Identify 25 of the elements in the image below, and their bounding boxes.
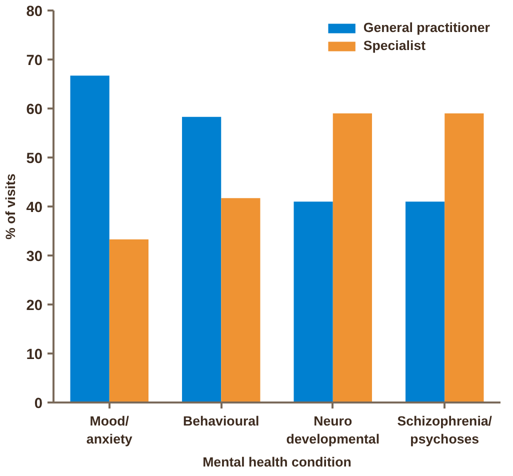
bar bbox=[444, 113, 484, 402]
y-tick-label: 10 bbox=[26, 347, 43, 363]
bar bbox=[332, 113, 372, 402]
bar bbox=[109, 239, 148, 402]
bar bbox=[70, 76, 110, 402]
x-axis-title: Mental health condition bbox=[202, 454, 352, 470]
y-tick-label: 20 bbox=[26, 298, 43, 314]
x-tick-label: Schizophrenia/ psychoses bbox=[397, 414, 492, 446]
y-tick-label: 40 bbox=[26, 200, 43, 216]
bar bbox=[182, 116, 222, 402]
legend-label: General practitioner bbox=[363, 20, 490, 35]
y-axis-title: % of visits bbox=[3, 174, 18, 240]
y-tick-label: 50 bbox=[26, 151, 43, 167]
legend-label: Specialist bbox=[363, 38, 426, 53]
y-tick-label: 70 bbox=[26, 53, 43, 69]
x-tick-label: Mood/ anxiety bbox=[86, 414, 133, 446]
bar bbox=[294, 202, 333, 402]
bar bbox=[406, 202, 445, 402]
y-tick-label: 60 bbox=[26, 102, 43, 118]
x-tick-label: Behavioural bbox=[182, 414, 260, 428]
y-tick-label: 0 bbox=[34, 396, 43, 412]
bar bbox=[221, 198, 260, 402]
x-tick-label: Neuro developmental bbox=[286, 414, 380, 446]
y-tick-label: 80 bbox=[26, 4, 43, 20]
y-tick-label: 30 bbox=[26, 249, 43, 265]
